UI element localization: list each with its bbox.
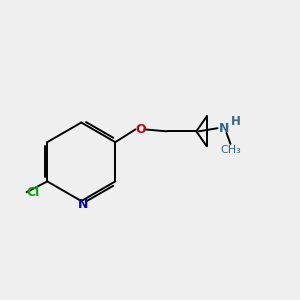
Text: Cl: Cl [27, 186, 40, 199]
Text: N: N [78, 198, 88, 211]
Text: O: O [135, 123, 146, 136]
Text: CH₃: CH₃ [220, 145, 241, 155]
Text: H: H [231, 115, 241, 128]
Text: N: N [219, 122, 230, 135]
